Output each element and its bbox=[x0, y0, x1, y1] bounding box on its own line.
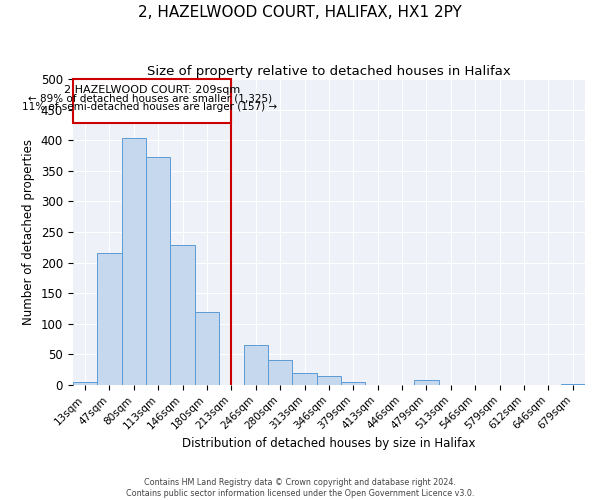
Bar bbox=[244, 345, 268, 385]
Bar bbox=[195, 312, 219, 385]
X-axis label: Distribution of detached houses by size in Halifax: Distribution of detached houses by size … bbox=[182, 437, 476, 450]
Text: ← 89% of detached houses are smaller (1,325): ← 89% of detached houses are smaller (1,… bbox=[28, 94, 272, 104]
Bar bbox=[73, 382, 97, 385]
Bar bbox=[97, 254, 122, 385]
Text: Contains HM Land Registry data © Crown copyright and database right 2024.
Contai: Contains HM Land Registry data © Crown c… bbox=[126, 478, 474, 498]
Bar bbox=[146, 158, 170, 385]
Bar bbox=[560, 384, 585, 385]
Title: Size of property relative to detached houses in Halifax: Size of property relative to detached ho… bbox=[147, 65, 511, 78]
Bar bbox=[292, 372, 317, 385]
Bar bbox=[317, 376, 341, 385]
Bar bbox=[268, 360, 292, 385]
Text: 2, HAZELWOOD COURT, HALIFAX, HX1 2PY: 2, HAZELWOOD COURT, HALIFAX, HX1 2PY bbox=[138, 5, 462, 20]
Text: 2 HAZELWOOD COURT: 209sqm: 2 HAZELWOOD COURT: 209sqm bbox=[64, 86, 240, 96]
Bar bbox=[122, 138, 146, 385]
Bar bbox=[341, 382, 365, 385]
Bar bbox=[170, 246, 195, 385]
Bar bbox=[73, 79, 232, 123]
Y-axis label: Number of detached properties: Number of detached properties bbox=[22, 139, 35, 325]
Text: 11% of semi-detached houses are larger (157) →: 11% of semi-detached houses are larger (… bbox=[22, 102, 277, 112]
Bar bbox=[414, 380, 439, 385]
